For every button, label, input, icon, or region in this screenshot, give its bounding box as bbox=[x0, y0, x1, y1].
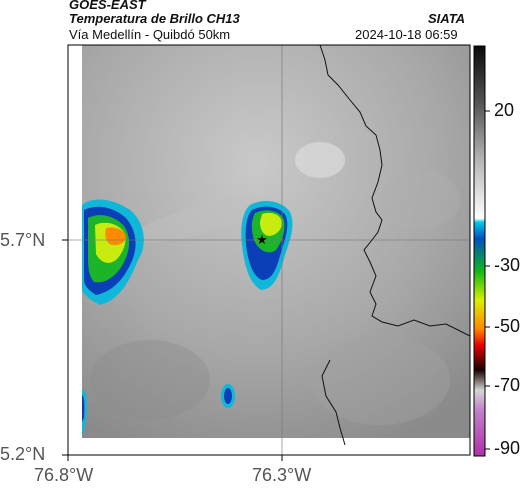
colorbar bbox=[473, 45, 490, 457]
map-frame bbox=[67, 44, 471, 456]
colorbar-tick-label: 20 bbox=[494, 100, 515, 120]
colorbar-tick-label: -50 bbox=[494, 316, 521, 336]
x-tick-label: 76.3°W bbox=[252, 465, 312, 485]
satellite-name: GOES-EAST bbox=[69, 0, 146, 12]
y-tick-label: 5.7°N bbox=[0, 230, 46, 250]
colorbar-tick-label: -70 bbox=[494, 375, 521, 395]
admin-border bbox=[319, 45, 470, 337]
convective-cell-central bbox=[241, 200, 293, 290]
y-tick-label: 5.2°N bbox=[0, 444, 46, 464]
x-tick-label: 76.8°W bbox=[34, 465, 94, 485]
convective-cell-west bbox=[82, 199, 144, 305]
colorbar-tick-label: -90 bbox=[494, 438, 521, 458]
source-label: SIATA bbox=[428, 11, 466, 26]
star-icon: ★ bbox=[256, 232, 268, 247]
colorbar-tick-label: -30 bbox=[494, 255, 521, 275]
timestamp-label: 2024-10-18 06:59 bbox=[355, 27, 458, 42]
region-subtitle: Vía Medellín - Quibdó 50km bbox=[69, 27, 231, 42]
product-title: Temperatura de Brillo CH13 bbox=[69, 11, 240, 26]
